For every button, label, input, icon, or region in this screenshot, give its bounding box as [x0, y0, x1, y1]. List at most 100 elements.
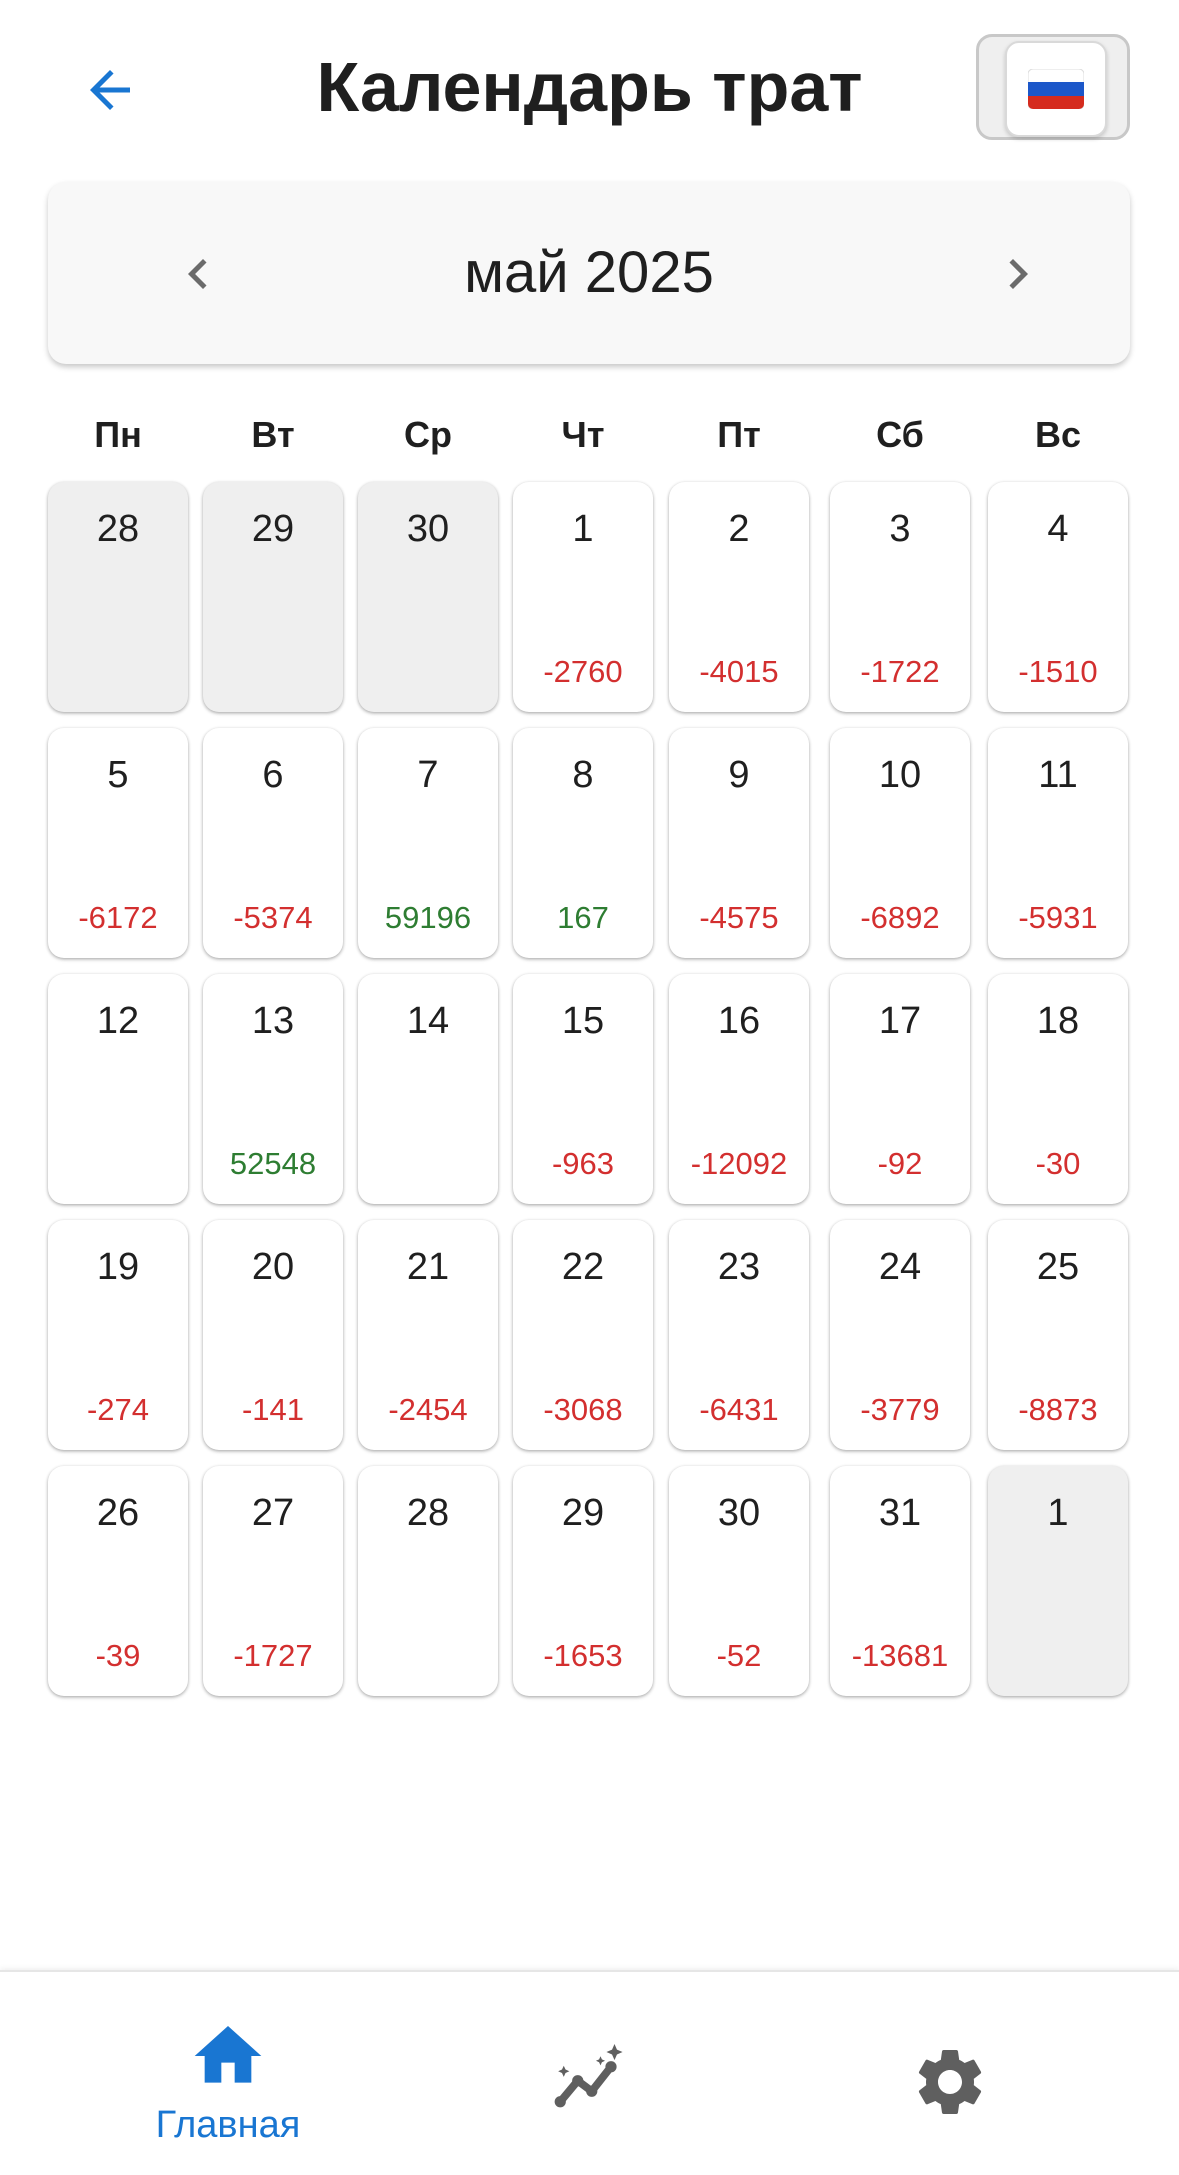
calendar-day-cell[interactable]: 26 -39: [48, 1466, 188, 1696]
day-number: 2: [728, 508, 750, 550]
home-icon: [194, 2026, 262, 2083]
day-number: 7: [417, 754, 439, 796]
day-number: 30: [717, 1492, 761, 1534]
weekday-tue: Вт: [251, 414, 295, 455]
expense-amount: -6172: [78, 900, 158, 935]
day-number: 29: [251, 508, 295, 550]
calendar-day-cell[interactable]: 23 -6431: [669, 1220, 809, 1450]
calendar-day-cell[interactable]: 14: [358, 974, 498, 1204]
calendar-day-cell[interactable]: 6 -5374: [203, 728, 343, 958]
calendar-day-cell[interactable]: 3 -1722: [830, 482, 970, 712]
app-header: Календарь трат: [0, 0, 1179, 180]
nav-home[interactable]: Главная: [78, 1972, 378, 2175]
calendar-day-cell[interactable]: 28: [358, 1466, 498, 1696]
weekday-sun: Вс: [1034, 414, 1082, 455]
calendar-day-cell[interactable]: 22 -3068: [513, 1220, 653, 1450]
expense-amount: -2760: [543, 654, 623, 689]
expense-amount: -1653: [543, 1638, 623, 1673]
day-number: 18: [1036, 1000, 1080, 1042]
day-number: 17: [878, 1000, 922, 1042]
weekday-fri: Пт: [717, 414, 761, 455]
calendar-day-cell[interactable]: 13 52548: [203, 974, 343, 1204]
calendar-day-cell[interactable]: 12: [48, 974, 188, 1204]
day-number: 31: [878, 1492, 922, 1534]
day-number: 25: [1036, 1246, 1080, 1288]
expense-amount: -963: [551, 1146, 615, 1181]
calendar-day-cell[interactable]: 9 -4575: [669, 728, 809, 958]
day-number: 8: [572, 754, 594, 796]
day-number: 10: [878, 754, 922, 796]
calendar-day-cell[interactable]: 20 -141: [203, 1220, 343, 1450]
chevron-right-icon: [1009, 259, 1028, 289]
calendar-day-cell[interactable]: 24 -3779: [830, 1220, 970, 1450]
calendar-day-cell[interactable]: 29 -1653: [513, 1466, 653, 1696]
calendar-grid: 28 29 30 1 -2760 2 -4015 3 -1722 4 -1510 5 -6172 6 -53…: [48, 482, 1128, 1696]
calendar-day-cell[interactable]: 17 -92: [830, 974, 970, 1204]
expense-amount: -13681: [851, 1638, 949, 1673]
day-number: 12: [96, 1000, 140, 1042]
day-number: 11: [1038, 754, 1078, 796]
expense-amount: -141: [241, 1392, 305, 1427]
expense-amount: -6892: [860, 900, 940, 935]
calendar-day-cell[interactable]: 29: [203, 482, 343, 712]
calendar-day-cell[interactable]: 8 167: [513, 728, 653, 958]
day-number: 24: [878, 1246, 922, 1288]
language-toggle[interactable]: [976, 34, 1130, 140]
calendar-day-cell[interactable]: 19 -274: [48, 1220, 188, 1450]
calendar-day-cell[interactable]: 4 -1510: [988, 482, 1128, 712]
language-knob[interactable]: [1005, 41, 1107, 137]
calendar-day-cell[interactable]: 21 -2454: [358, 1220, 498, 1450]
weekday-wed: Ср: [404, 414, 452, 455]
previous-month-button[interactable]: [148, 226, 248, 322]
income-amount: 167: [557, 900, 609, 935]
calendar-day-cell[interactable]: 1: [988, 1466, 1128, 1696]
current-month-label: май 2025: [464, 240, 714, 305]
nav-analytics[interactable]: [440, 1972, 740, 2175]
calendar-day-cell[interactable]: 10 -6892: [830, 728, 970, 958]
nav-settings[interactable]: [800, 1972, 1100, 2175]
calendar-day-cell[interactable]: 25 -8873: [988, 1220, 1128, 1450]
day-number: 6: [262, 754, 284, 796]
month-selector: май 2025: [48, 182, 1130, 364]
expense-amount: -52: [716, 1638, 762, 1673]
day-number: 1: [1047, 1492, 1069, 1534]
calendar-day-cell[interactable]: 27 -1727: [203, 1466, 343, 1696]
day-number: 28: [406, 1492, 450, 1534]
gear-icon: [918, 2050, 982, 2114]
day-number: 30: [406, 508, 450, 550]
expense-amount: -1727: [233, 1638, 313, 1673]
nav-home-label: Главная: [155, 2104, 301, 2146]
expense-amount: -39: [95, 1638, 141, 1673]
calendar-day-cell[interactable]: 1 -2760: [513, 482, 653, 712]
day-number: 4: [1047, 508, 1069, 550]
day-number: 15: [561, 1000, 605, 1042]
expense-amount: -3779: [860, 1392, 940, 1427]
calendar-day-cell[interactable]: 18 -30: [988, 974, 1128, 1204]
back-button[interactable]: [70, 50, 150, 130]
expense-amount: -8873: [1018, 1392, 1098, 1427]
calendar-day-cell[interactable]: 28: [48, 482, 188, 712]
day-number: 14: [406, 1000, 450, 1042]
expense-amount: -4575: [699, 900, 779, 935]
calendar-day-cell[interactable]: 5 -6172: [48, 728, 188, 958]
calendar-day-cell[interactable]: 11 -5931: [988, 728, 1128, 958]
day-number: 20: [251, 1246, 295, 1288]
russia-flag-icon: [1028, 69, 1084, 109]
day-number: 21: [406, 1246, 450, 1288]
calendar-day-cell[interactable]: 15 -963: [513, 974, 653, 1204]
expense-amount: -92: [877, 1146, 923, 1181]
calendar-day-cell[interactable]: 2 -4015: [669, 482, 809, 712]
calendar-day-cell[interactable]: 30: [358, 482, 498, 712]
weekday-header: Пн Вт Ср Чт Пт Сб Вс: [48, 400, 1130, 470]
expense-amount: -5931: [1018, 900, 1098, 935]
calendar-day-cell[interactable]: 16 -12092: [669, 974, 809, 1204]
weekday-sat: Сб: [876, 414, 924, 455]
calendar-day-cell[interactable]: 30 -52: [669, 1466, 809, 1696]
calendar-day-cell[interactable]: 31 -13681: [830, 1466, 970, 1696]
expense-amount: -4015: [699, 654, 779, 689]
day-number: 13: [251, 1000, 295, 1042]
day-number: 3: [889, 508, 911, 550]
calendar-day-cell[interactable]: 7 59196: [358, 728, 498, 958]
next-month-button[interactable]: [968, 226, 1068, 322]
day-number: 9: [728, 754, 750, 796]
